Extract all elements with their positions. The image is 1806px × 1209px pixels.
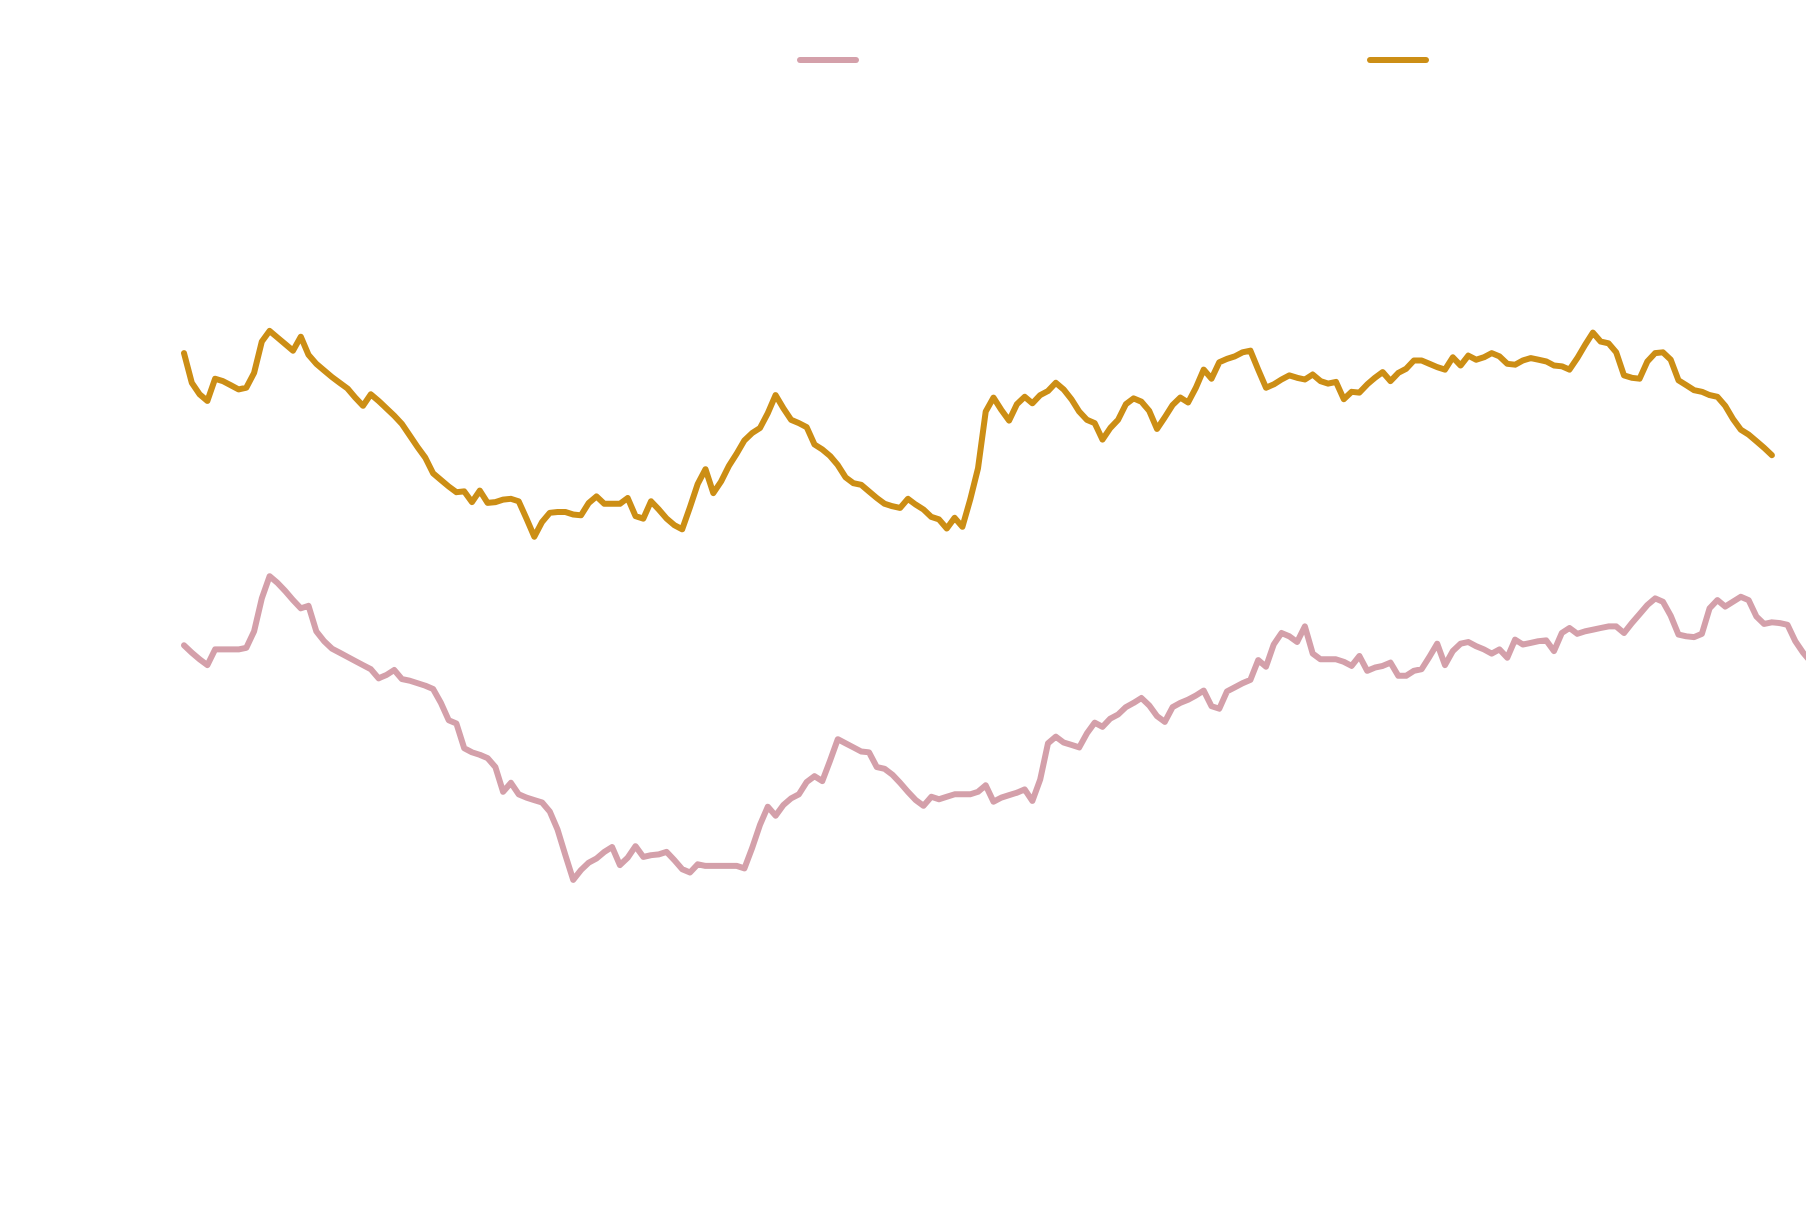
series-layer — [181, 327, 1806, 883]
series-line-2 — [181, 327, 1775, 540]
series-line-1 — [181, 573, 1806, 883]
